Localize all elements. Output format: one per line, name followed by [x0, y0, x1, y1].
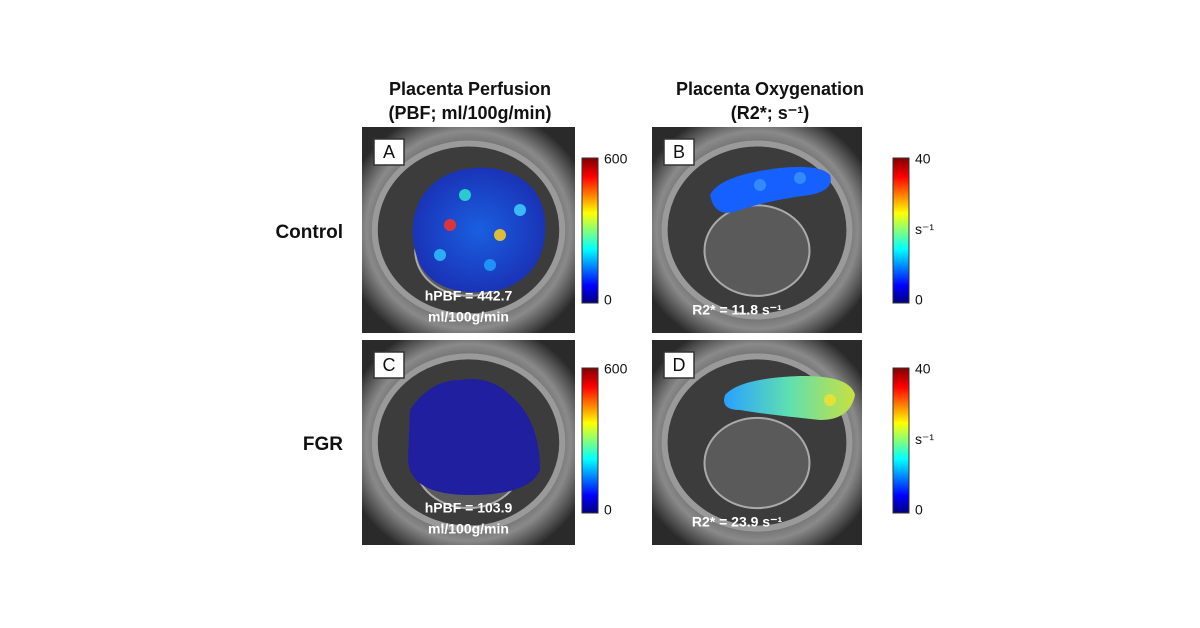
fetus: [703, 416, 811, 510]
column-subtitle: (R2*; s⁻¹): [731, 103, 810, 123]
placenta-map: [412, 167, 546, 293]
panel-letter: B: [673, 142, 685, 162]
colorbar-max: 600: [604, 151, 628, 167]
colorbar: [581, 157, 599, 304]
placenta-map: [724, 375, 855, 420]
panel-annotation: R2* = 11.8 s⁻¹: [692, 302, 782, 318]
colorbar-max: 40: [915, 151, 931, 167]
panel-letter: C: [383, 355, 396, 375]
panel-letter-box: [373, 138, 405, 166]
map-hotspot: [444, 219, 456, 231]
column-title: Placenta Perfusion: [389, 79, 551, 99]
placenta-map: [408, 379, 540, 495]
colorbar: [892, 157, 910, 304]
panel-annotation: ml/100g/min: [428, 309, 509, 325]
colorbar-max: 40: [915, 361, 931, 377]
map-hotspot: [514, 204, 526, 216]
map-hotspot: [484, 259, 496, 271]
column-title: Placenta Oxygenation: [676, 79, 864, 99]
colorbar-min: 0: [604, 292, 612, 308]
row-label: FGR: [303, 434, 343, 455]
panel-letter-box: [373, 351, 405, 379]
colorbar-min: 0: [915, 292, 923, 308]
panel-letter-box: [663, 138, 695, 166]
map-hotspot: [794, 172, 806, 184]
colorbar: [581, 367, 599, 514]
panel-letter-box: [663, 351, 695, 379]
map-hotspot: [824, 394, 836, 406]
row-label: Control: [275, 222, 343, 243]
colorbar-unit: s⁻¹: [915, 431, 934, 447]
panel-letter: A: [383, 142, 395, 162]
panel-annotation: hPBF = 442.7: [425, 288, 513, 304]
colorbar: [892, 367, 910, 514]
colorbar-max: 600: [604, 361, 628, 377]
panel-letter: D: [673, 355, 686, 375]
map-hotspot: [754, 179, 766, 191]
colorbar-unit: s⁻¹: [915, 221, 934, 237]
map-hotspot: [494, 229, 506, 241]
map-hotspot: [434, 249, 446, 261]
panel-annotation: R2* = 23.9 s⁻¹: [692, 514, 783, 530]
colorbar-min: 0: [604, 502, 612, 518]
panel-annotation: ml/100g/min: [428, 521, 509, 537]
panel-annotation: hPBF = 103.9: [425, 500, 513, 516]
map-hotspot: [459, 189, 471, 201]
colorbar-min: 0: [915, 502, 923, 518]
fetus: [703, 204, 811, 297]
column-subtitle: (PBF; ml/100g/min): [388, 103, 551, 123]
